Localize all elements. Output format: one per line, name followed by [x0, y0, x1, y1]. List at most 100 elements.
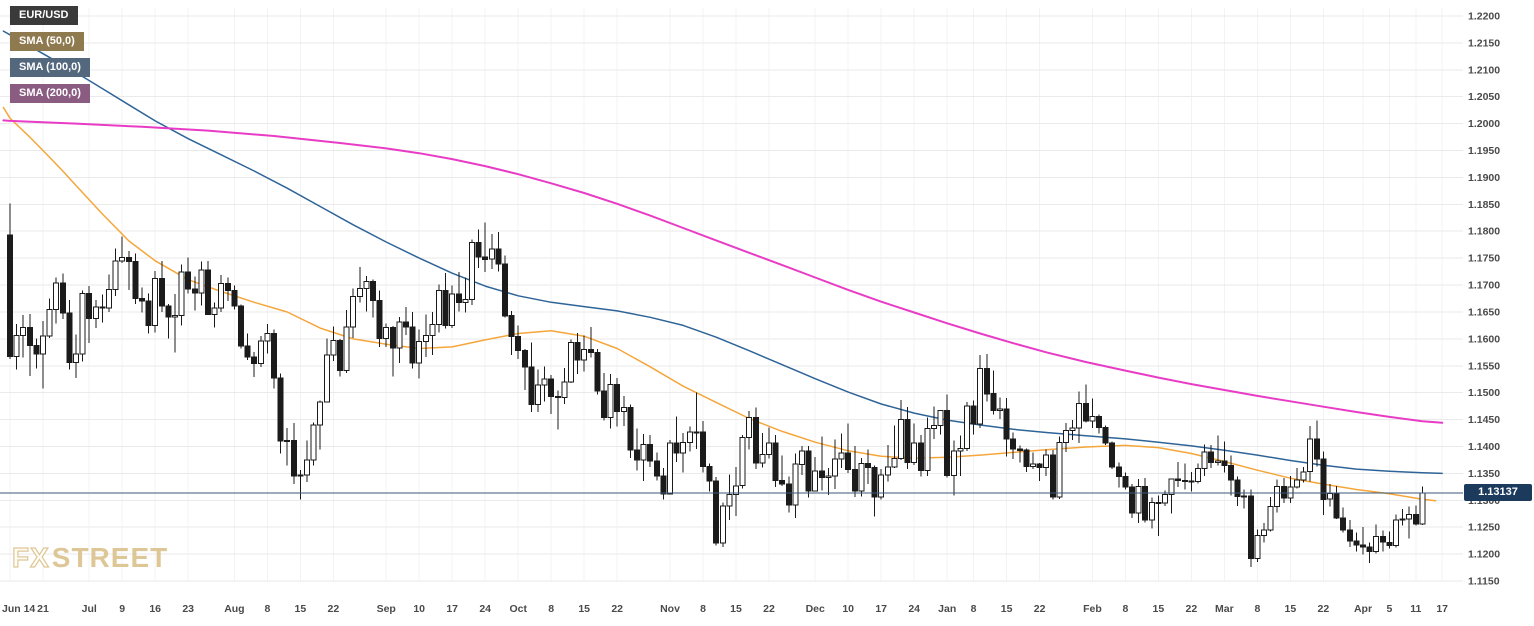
- candle-body: [1419, 492, 1426, 525]
- candle-body: [1327, 492, 1333, 500]
- candle-body: [884, 466, 891, 476]
- candle-body: [1089, 415, 1096, 422]
- y-axis-label: 1.1350: [1468, 468, 1500, 480]
- candle-body: [1406, 513, 1413, 520]
- candle-body: [469, 242, 475, 300]
- y-axis-label: 1.1850: [1468, 199, 1500, 211]
- candle-body: [251, 356, 258, 365]
- candle-body: [733, 485, 739, 495]
- candle-body: [317, 401, 324, 426]
- last-price-tag: 1.13137: [1464, 484, 1532, 502]
- x-axis-label: 5: [1386, 603, 1392, 615]
- candle-body: [1261, 529, 1267, 536]
- symbol-badge[interactable]: EUR/USD: [10, 6, 78, 25]
- candle-body: [1082, 402, 1089, 422]
- candle-body: [350, 295, 357, 328]
- candle-body: [482, 256, 489, 260]
- candle-body: [614, 384, 621, 413]
- candle-body: [746, 416, 753, 438]
- candle-body: [911, 442, 918, 464]
- candle-body: [1201, 451, 1208, 470]
- candle-body: [185, 271, 192, 290]
- candle-body: [752, 416, 759, 464]
- candle-body: [277, 377, 284, 442]
- candle-body: [799, 450, 805, 465]
- y-axis-label: 1.1800: [1468, 226, 1500, 238]
- candle-body: [878, 474, 885, 498]
- x-axis-label: Oct: [509, 603, 527, 615]
- candle-body: [1353, 540, 1360, 546]
- candle-body: [832, 458, 838, 477]
- candle-body: [20, 327, 27, 337]
- candle-body: [178, 271, 185, 317]
- candle-body: [1056, 442, 1063, 498]
- y-axis-label: 1.1250: [1468, 522, 1500, 534]
- candle-body: [92, 306, 99, 319]
- candle-body: [1307, 438, 1314, 473]
- x-axis-label: 8: [1122, 603, 1128, 615]
- candle-body: [1188, 480, 1195, 483]
- candle-body: [627, 407, 634, 451]
- x-axis-label: 24: [908, 603, 920, 615]
- candle-body: [904, 419, 911, 464]
- candle-body: [205, 269, 211, 316]
- sma50-badge[interactable]: SMA (50,0): [10, 32, 84, 51]
- x-axis-label: 22: [328, 603, 340, 615]
- candle-body: [693, 431, 700, 434]
- candle-body: [957, 448, 964, 452]
- y-axis-label: 1.1700: [1468, 280, 1500, 292]
- y-axis-label: 1.1950: [1468, 145, 1500, 157]
- candle-body: [554, 395, 561, 398]
- candle-body: [363, 280, 370, 289]
- x-axis-label: 15: [730, 603, 742, 615]
- candle-body: [139, 298, 145, 302]
- candle-body: [106, 288, 112, 309]
- candle-body: [1234, 479, 1241, 497]
- candle-body: [1010, 438, 1017, 450]
- candle-body: [1300, 471, 1307, 481]
- x-axis-label: 15: [1285, 603, 1297, 615]
- candle-body: [548, 378, 555, 397]
- candle-body: [858, 463, 865, 492]
- candle-body: [917, 442, 924, 472]
- candle-body: [779, 479, 786, 485]
- candle-body: [1043, 454, 1050, 469]
- candle-body: [792, 463, 799, 506]
- x-axis-label: Jul: [82, 603, 97, 615]
- candle-body: [528, 366, 535, 405]
- candle-body: [1221, 460, 1228, 466]
- candle-body: [13, 335, 20, 358]
- candle-body: [568, 342, 574, 383]
- y-axis-label: 1.2000: [1468, 118, 1500, 130]
- candle-body: [1247, 495, 1254, 559]
- candle-body: [944, 409, 951, 476]
- candle-body: [1294, 479, 1300, 488]
- candle-body: [1320, 458, 1327, 500]
- candle-body: [145, 300, 152, 326]
- candle-body: [231, 289, 238, 307]
- candle-body: [950, 450, 957, 477]
- candle-body: [581, 349, 588, 361]
- candle-body: [449, 293, 456, 326]
- candle-body: [1142, 485, 1149, 521]
- sma100-badge[interactable]: SMA (100,0): [10, 58, 90, 77]
- candle-body: [284, 440, 291, 443]
- candle-body: [574, 342, 581, 361]
- candle-body: [416, 341, 423, 364]
- sma200-badge[interactable]: SMA (200,0): [10, 84, 90, 103]
- candle-body: [132, 260, 139, 299]
- x-axis-label: 8: [264, 603, 270, 615]
- candle-body: [601, 390, 607, 419]
- candle-body: [1208, 451, 1215, 464]
- candle-body: [429, 323, 436, 337]
- candle-body: [983, 368, 990, 395]
- candle-body: [198, 269, 205, 294]
- candle-body: [257, 340, 264, 365]
- x-axis-label: 11: [1410, 603, 1421, 615]
- candle-body: [1214, 460, 1221, 464]
- candle-body: [224, 282, 231, 291]
- candle-body: [304, 459, 310, 476]
- sma-line: [2, 106, 1437, 502]
